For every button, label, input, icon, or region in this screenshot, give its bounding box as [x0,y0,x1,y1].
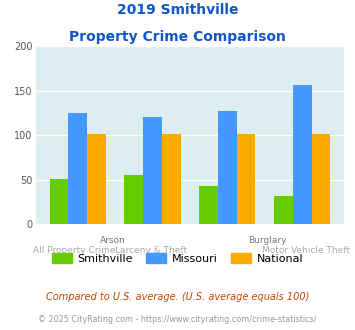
Bar [162,134,181,224]
Text: © 2025 CityRating.com - https://www.cityrating.com/crime-statistics/: © 2025 CityRating.com - https://www.city… [38,315,317,324]
Text: Compared to U.S. average. (U.S. average equals 100): Compared to U.S. average. (U.S. average … [46,292,309,302]
Legend: Smithville, Missouri, National: Smithville, Missouri, National [47,249,308,268]
Text: Motor Vehicle Theft: Motor Vehicle Theft [262,246,350,255]
Bar [199,186,218,224]
Bar [218,111,237,224]
Text: Larceny & Theft: Larceny & Theft [115,246,187,255]
Bar [237,134,256,224]
Bar [68,113,87,224]
Bar [143,117,162,224]
Text: Property Crime Comparison: Property Crime Comparison [69,30,286,44]
Bar [274,196,293,224]
Bar [50,179,68,224]
Bar [87,134,106,224]
Text: All Property Crime: All Property Crime [33,246,115,255]
Bar [293,85,312,224]
Text: Arson: Arson [100,236,126,245]
Bar [312,134,330,224]
Bar [124,176,143,224]
Text: 2019 Smithville: 2019 Smithville [117,3,238,17]
Text: Burglary: Burglary [248,236,286,245]
